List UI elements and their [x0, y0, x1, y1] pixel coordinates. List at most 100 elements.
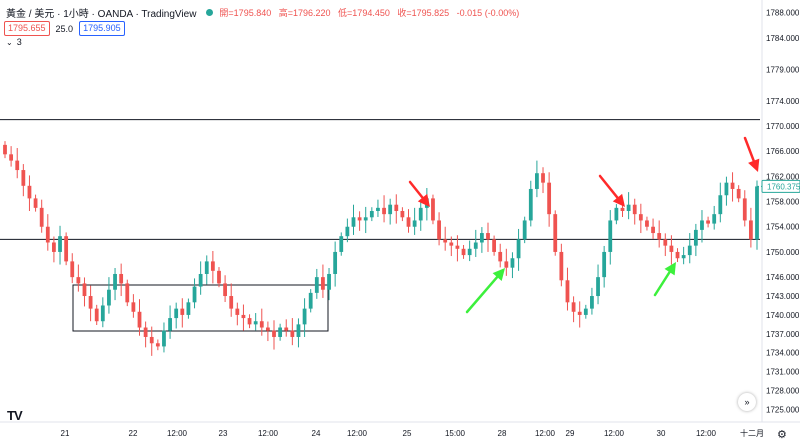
candle[interactable] — [168, 305, 172, 339]
candle[interactable] — [663, 233, 668, 257]
candle[interactable] — [748, 207, 753, 248]
candle[interactable] — [284, 319, 289, 337]
candle[interactable] — [33, 194, 38, 212]
candle[interactable] — [296, 318, 301, 348]
candle[interactable] — [706, 216, 710, 228]
green-arrow-annotation[interactable] — [653, 262, 676, 297]
candle[interactable] — [247, 314, 252, 329]
candle[interactable] — [645, 216, 649, 231]
indicators-toggle[interactable]: ⌄ 3 — [6, 37, 22, 47]
candle[interactable] — [510, 252, 515, 279]
buy-price-button[interactable]: 1795.905 — [79, 21, 125, 36]
candle[interactable] — [265, 321, 270, 342]
candle[interactable] — [9, 146, 14, 167]
candle[interactable] — [290, 318, 295, 346]
candle[interactable] — [486, 222, 490, 252]
candle[interactable] — [718, 182, 723, 223]
candle[interactable] — [253, 313, 258, 331]
green-arrow-annotation[interactable] — [465, 268, 505, 314]
candle[interactable] — [217, 267, 221, 288]
candle[interactable] — [736, 185, 741, 203]
red-arrow-annotation[interactable] — [408, 180, 430, 207]
candle[interactable] — [186, 298, 191, 319]
candle[interactable] — [742, 190, 747, 227]
candle[interactable] — [590, 287, 594, 315]
candle[interactable] — [571, 296, 576, 323]
candle[interactable] — [259, 308, 264, 336]
candle[interactable] — [82, 277, 87, 307]
candle[interactable] — [76, 264, 81, 292]
candle[interactable] — [272, 320, 276, 350]
candle[interactable] — [437, 212, 441, 246]
candle[interactable] — [351, 204, 356, 235]
candle[interactable] — [522, 216, 527, 244]
candle[interactable] — [21, 164, 26, 197]
candle[interactable] — [461, 245, 466, 259]
candle[interactable] — [681, 246, 686, 265]
candle[interactable] — [137, 299, 142, 336]
candle[interactable] — [174, 302, 179, 329]
candle[interactable] — [94, 304, 99, 326]
candle[interactable] — [553, 210, 558, 256]
candle[interactable] — [443, 226, 448, 251]
candle[interactable] — [498, 243, 503, 268]
candle[interactable] — [693, 223, 698, 257]
candle[interactable] — [651, 218, 655, 240]
candle[interactable] — [608, 210, 613, 265]
candle[interactable] — [712, 205, 717, 230]
candle[interactable] — [198, 261, 203, 295]
candle[interactable] — [3, 141, 7, 159]
candle[interactable] — [700, 210, 704, 243]
candle[interactable] — [382, 195, 386, 223]
candle[interactable] — [357, 211, 362, 231]
candle[interactable] — [223, 275, 227, 303]
candle[interactable] — [455, 235, 460, 262]
candle[interactable] — [394, 194, 399, 224]
candle[interactable] — [638, 203, 643, 234]
candle[interactable] — [278, 323, 283, 341]
candle[interactable] — [412, 207, 417, 235]
candle[interactable] — [339, 232, 344, 256]
gear-icon[interactable]: ⚙ — [777, 429, 787, 441]
red-arrow-annotation[interactable] — [743, 136, 760, 172]
candle[interactable] — [302, 298, 307, 337]
double-chevron-right-icon[interactable]: » — [738, 393, 756, 411]
candle[interactable] — [113, 268, 117, 301]
candle[interactable] — [492, 235, 497, 256]
candle[interactable] — [418, 201, 423, 231]
candle[interactable] — [376, 199, 380, 217]
candle[interactable] — [107, 277, 111, 314]
candle[interactable] — [467, 240, 472, 262]
candle[interactable] — [614, 204, 619, 225]
candle[interactable] — [155, 339, 160, 351]
candle[interactable] — [504, 248, 509, 276]
candle[interactable] — [204, 255, 209, 285]
candle[interactable] — [64, 232, 69, 266]
candle[interactable] — [479, 227, 484, 253]
candle[interactable] — [535, 160, 539, 198]
candle[interactable] — [687, 233, 692, 264]
candle[interactable] — [210, 250, 215, 284]
candle[interactable] — [27, 175, 32, 211]
candle[interactable] — [143, 321, 148, 348]
candle[interactable] — [400, 207, 405, 222]
candle[interactable] — [724, 176, 729, 206]
candle[interactable] — [602, 245, 607, 288]
candle[interactable] — [229, 283, 234, 317]
candle[interactable] — [363, 206, 368, 234]
candle[interactable] — [327, 268, 331, 301]
candle[interactable] — [473, 229, 478, 257]
candle[interactable] — [39, 199, 44, 233]
candle[interactable] — [15, 148, 20, 179]
candle[interactable] — [70, 253, 75, 284]
candle[interactable] — [345, 218, 350, 243]
candle[interactable] — [547, 172, 552, 227]
candle[interactable] — [235, 302, 240, 326]
sell-price-button[interactable]: 1795.655 — [4, 21, 50, 36]
candle[interactable] — [657, 220, 662, 248]
candle[interactable] — [308, 289, 313, 313]
candle[interactable] — [596, 264, 600, 305]
candle[interactable] — [180, 298, 185, 328]
candle[interactable] — [52, 236, 56, 263]
candle[interactable] — [565, 267, 570, 311]
